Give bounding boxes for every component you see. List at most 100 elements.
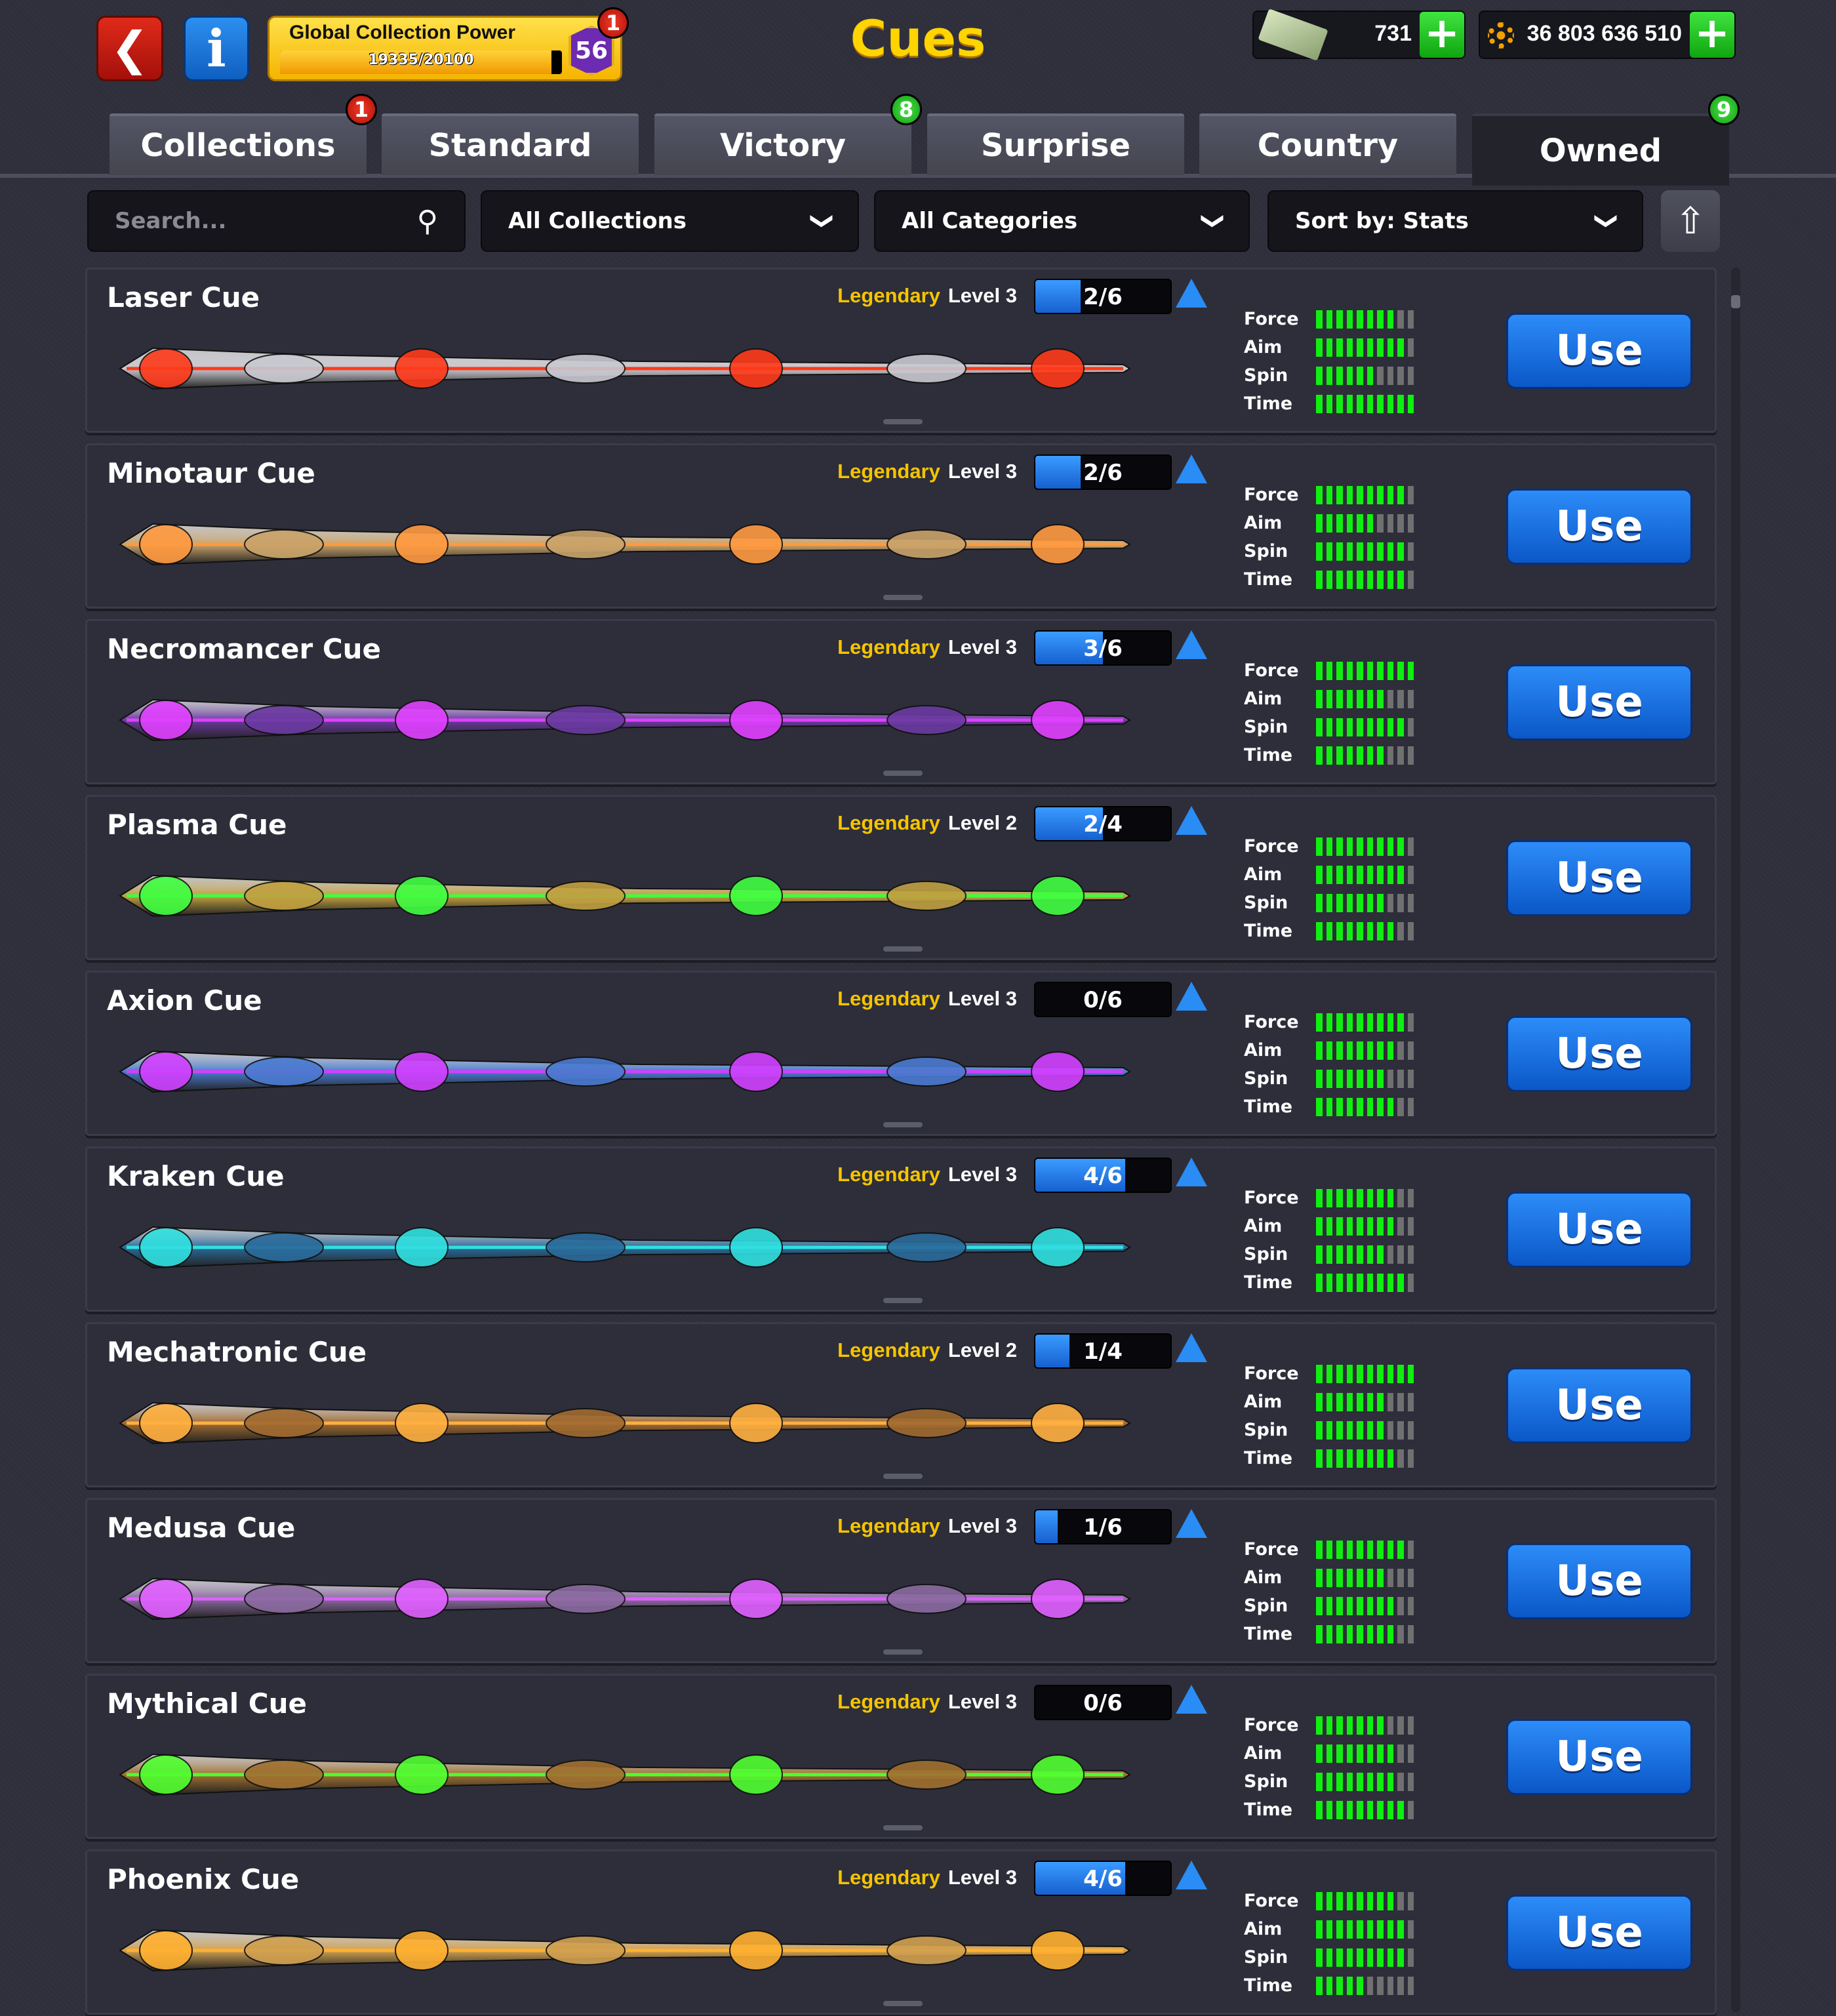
tab-collections[interactable]: Collections 1 <box>110 94 377 175</box>
cue-ornament <box>887 529 967 559</box>
collection-power-bar: 19335/20100 <box>280 50 562 74</box>
chevron-down-icon: ❯ <box>1593 211 1620 231</box>
expand-handle[interactable] <box>883 2001 923 2006</box>
cue-ornament <box>546 705 626 735</box>
cue-meta: Legendary Level 3 <box>837 1163 1017 1186</box>
chevron-down-icon: ❯ <box>1199 211 1226 231</box>
use-cue-button[interactable]: Use <box>1506 1543 1692 1619</box>
use-cue-button[interactable]: Use <box>1506 313 1692 389</box>
expand-handle[interactable] <box>883 946 923 952</box>
cue-level: Level 3 <box>948 460 1017 483</box>
cue-ornament <box>887 705 967 735</box>
info-button[interactable]: i <box>184 16 249 81</box>
stat-label-spin: Spin <box>1244 1068 1288 1089</box>
coins-value: 36 803 636 510 <box>1527 21 1682 46</box>
upgrade-arrow-icon[interactable] <box>1176 1509 1207 1538</box>
stat-bar-force <box>1316 1013 1414 1032</box>
scrollbar[interactable] <box>1731 268 1740 2012</box>
add-coins-button[interactable]: + <box>1690 12 1734 58</box>
expand-handle[interactable] <box>883 1122 923 1127</box>
expand-handle[interactable] <box>883 1298 923 1303</box>
expand-handle[interactable] <box>883 1649 923 1655</box>
use-cue-button[interactable]: Use <box>1506 664 1692 740</box>
stat-label-time: Time <box>1244 1272 1293 1293</box>
scrollbar-thumb[interactable] <box>1731 295 1740 308</box>
stat-label-aim: Aim <box>1244 1040 1283 1060</box>
tab-surprise[interactable]: Surprise <box>927 113 1184 175</box>
stat-label-aim: Aim <box>1244 864 1283 885</box>
notification-badge: 1 <box>597 7 629 39</box>
category-dropdown[interactable]: All Categories ❯ <box>874 190 1250 252</box>
stat-label-aim: Aim <box>1244 689 1283 709</box>
expand-handle[interactable] <box>883 1825 923 1830</box>
stat-bar-time <box>1316 1098 1414 1116</box>
tab-owned[interactable]: Owned 9 <box>1472 94 1740 186</box>
collection-dropdown[interactable]: All Collections ❯ <box>481 190 859 252</box>
global-collection-power[interactable]: Global Collection Power 19335/20100 56 1 <box>268 7 629 81</box>
stat-bar-time <box>1316 1449 1414 1468</box>
tab-label: Standard <box>428 127 592 164</box>
upgrade-progress: 2/4 <box>1034 806 1172 841</box>
use-cue-button[interactable]: Use <box>1506 1895 1692 1971</box>
upgrade-arrow-icon[interactable] <box>1176 982 1207 1011</box>
upgrade-arrow-icon[interactable] <box>1176 454 1207 483</box>
sort-order-button[interactable]: ⇧ <box>1661 190 1720 252</box>
stat-bar-spin <box>1316 1421 1414 1440</box>
upgrade-progress-text: 0/6 <box>1083 987 1123 1013</box>
stat-bar-spin <box>1316 1070 1414 1088</box>
cue-meta: Legendary Level 2 <box>837 1339 1017 1362</box>
tab-country[interactable]: Country <box>1199 113 1456 175</box>
cue-ornament <box>395 348 449 389</box>
tab-badge: 8 <box>890 94 922 125</box>
cue-meta: Legendary Level 3 <box>837 460 1017 483</box>
tab-standard[interactable]: Standard <box>382 113 639 175</box>
cue-ornament <box>1031 1051 1085 1092</box>
expand-handle[interactable] <box>883 771 923 776</box>
use-cue-button[interactable]: Use <box>1506 1367 1692 1443</box>
cue-image <box>119 347 1131 390</box>
expand-handle[interactable] <box>883 1474 923 1479</box>
cue-ornament <box>139 1754 193 1795</box>
cue-meta: Legendary Level 3 <box>837 635 1017 659</box>
search-input[interactable]: Search... ⚲ <box>87 190 466 252</box>
cue-level: Level 3 <box>948 1866 1017 1889</box>
cue-ornament <box>729 348 783 389</box>
expand-handle[interactable] <box>883 595 923 600</box>
stat-label-aim: Aim <box>1244 1392 1283 1412</box>
upgrade-arrow-icon[interactable] <box>1176 806 1207 835</box>
use-cue-button[interactable]: Use <box>1506 1719 1692 1795</box>
chevron-left-icon: ❮ <box>110 22 150 75</box>
upgrade-arrow-icon[interactable] <box>1176 279 1207 308</box>
stat-label-time: Time <box>1244 1975 1293 1996</box>
stat-label-time: Time <box>1244 921 1293 941</box>
add-cash-button[interactable]: + <box>1420 12 1464 58</box>
upgrade-arrow-icon[interactable] <box>1176 630 1207 659</box>
stat-bar-spin <box>1316 367 1414 385</box>
cue-level: Level 2 <box>948 811 1017 834</box>
cue-row: Phoenix Cue Legendary Level 3 4/6 Force Ai… <box>85 1849 1717 2015</box>
cue-meta: Legendary Level 3 <box>837 1690 1017 1714</box>
tab-victory[interactable]: Victory 8 <box>654 94 922 175</box>
info-icon: i <box>207 18 226 79</box>
upgrade-arrow-icon[interactable] <box>1176 1861 1207 1889</box>
upgrade-progress-text: 2/6 <box>1083 284 1123 310</box>
use-cue-button[interactable]: Use <box>1506 1192 1692 1268</box>
use-cue-button[interactable]: Use <box>1506 489 1692 565</box>
tab-badge: 9 <box>1708 94 1740 125</box>
upgrade-arrow-icon[interactable] <box>1176 1158 1207 1186</box>
cue-image <box>119 1753 1131 1796</box>
stat-bar-time <box>1316 1625 1414 1643</box>
cue-level: Level 2 <box>948 1339 1017 1361</box>
upgrade-arrow-icon[interactable] <box>1176 1333 1207 1362</box>
stat-label-time: Time <box>1244 1800 1293 1820</box>
back-button[interactable]: ❮ <box>96 16 163 81</box>
upgrade-arrow-icon[interactable] <box>1176 1685 1207 1714</box>
cue-ornament <box>139 348 193 389</box>
expand-handle[interactable] <box>883 419 923 424</box>
sort-dropdown[interactable]: Sort by: Stats ❯ <box>1267 190 1643 252</box>
use-cue-button[interactable]: Use <box>1506 1016 1692 1092</box>
use-cue-button[interactable]: Use <box>1506 840 1692 916</box>
cue-row: Minotaur Cue Legendary Level 3 2/6 Force A… <box>85 443 1717 609</box>
cue-ornament <box>395 1579 449 1619</box>
cash-display: 731 + <box>1252 9 1466 61</box>
